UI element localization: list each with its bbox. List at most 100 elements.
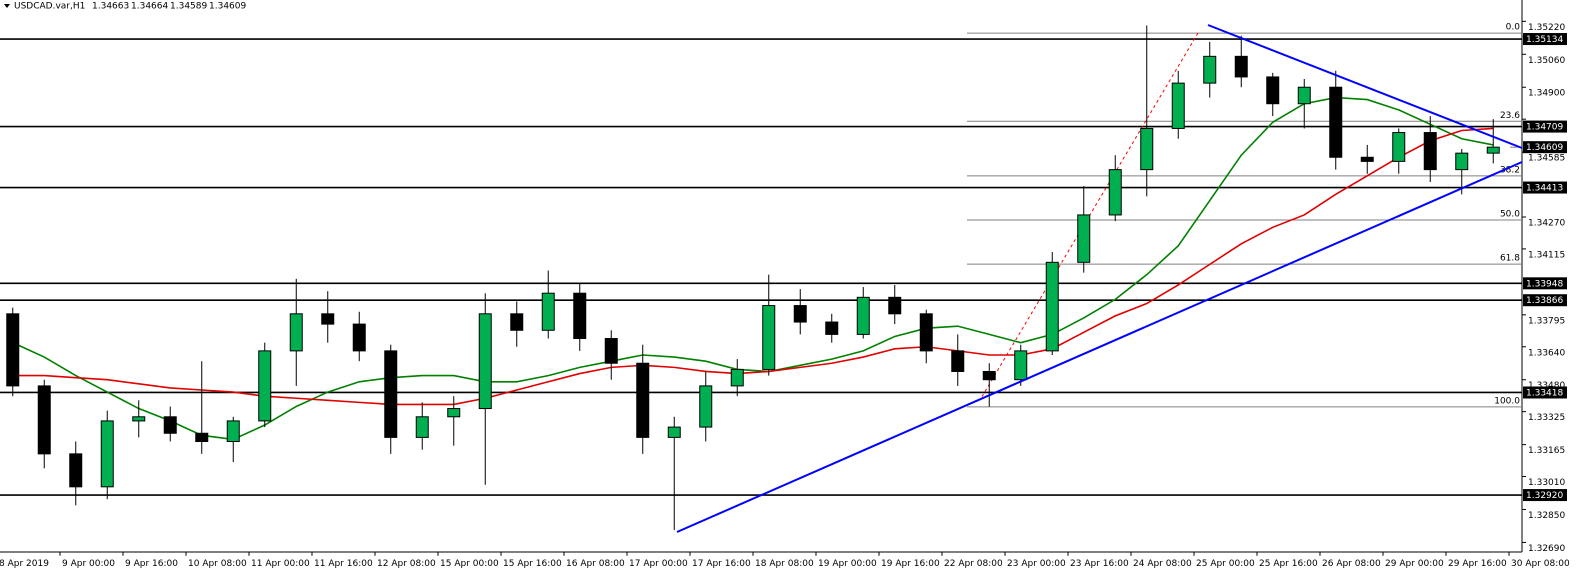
price-box (1523, 120, 1567, 133)
candle-body (37, 385, 51, 455)
x-tick-label: 22 Apr 08:00 (944, 559, 1003, 569)
x-tick-label: 9 Apr 00:00 (62, 559, 115, 569)
candle-body (1203, 55, 1217, 84)
y-tick-label: 1.34585 (1528, 154, 1565, 164)
candle-body (195, 432, 209, 443)
candle-body (69, 453, 83, 488)
candle-body (919, 313, 933, 352)
candle-body (1077, 214, 1091, 263)
price-box (1523, 141, 1567, 154)
candle-body (1234, 55, 1248, 78)
candle-body (636, 362, 650, 438)
price-box-label: 1.34609 (1526, 143, 1563, 153)
candle-body (1392, 132, 1406, 162)
candle-body (541, 292, 555, 331)
x-tick-label: 15 Apr 16:00 (503, 559, 562, 569)
fib-label: 38.2 (1500, 165, 1520, 175)
price-box-label: 1.32920 (1526, 491, 1563, 501)
candle-body (762, 305, 776, 370)
price-box (1523, 181, 1567, 194)
fib-label: 23.6 (1500, 111, 1520, 121)
candle-body (825, 321, 839, 335)
trendline (676, 161, 1523, 533)
candle-body (1171, 82, 1185, 129)
x-tick-label: 23 Apr 16:00 (1070, 559, 1129, 569)
price-box (1523, 294, 1567, 307)
candle-body (1140, 127, 1154, 171)
price-box-label: 1.34709 (1526, 123, 1563, 133)
candle-body (1297, 86, 1311, 105)
candle-body (1423, 132, 1437, 171)
y-tick-label: 1.35060 (1528, 56, 1565, 66)
candle-body (1360, 156, 1374, 162)
x-tick-label: 19 Apr 16:00 (881, 559, 940, 569)
price-box (1523, 33, 1567, 46)
candle-body (982, 370, 996, 381)
candle-body (1108, 169, 1122, 216)
price-box-label: 1.33418 (1526, 388, 1563, 398)
x-tick-label: 23 Apr 00:00 (1007, 559, 1066, 569)
candle-body (352, 323, 366, 352)
candle-body (667, 426, 681, 438)
x-tick-label: 25 Apr 16:00 (1259, 559, 1318, 569)
header-value: 1.34609 (209, 2, 246, 12)
y-tick-label: 1.32690 (1528, 544, 1565, 554)
y-tick-label: 1.33795 (1528, 316, 1565, 326)
x-tick-label: 26 Apr 08:00 (1322, 559, 1381, 569)
candle-body (384, 350, 398, 438)
candle-body (447, 408, 461, 418)
candle-body (478, 313, 492, 410)
fibonacci: 0.0 23.6 38.2 50.0 61.8 100.0 (967, 23, 1522, 408)
y-tick-label: 1.33325 (1528, 413, 1565, 423)
moving-average (12, 96, 1494, 441)
price-box-label: 1.34413 (1526, 184, 1563, 194)
candle-body (258, 350, 272, 422)
x-tick-label: 8 Apr 2019 (0, 559, 49, 569)
y-tick-label: 1.33010 (1528, 478, 1565, 488)
candle-body (510, 313, 524, 331)
price-box (1523, 386, 1567, 399)
candle-body (6, 313, 20, 387)
x-tick-label: 11 Apr 00:00 (251, 559, 310, 569)
candle-body (100, 420, 114, 488)
candle-body (321, 313, 335, 325)
x-tick-label: 25 Apr 00:00 (1196, 559, 1255, 569)
trendline (1207, 24, 1523, 149)
header-value: 1.34663 (92, 2, 129, 12)
y-tick-label: 1.35220 (1528, 23, 1565, 33)
header-value: 1.34589 (170, 2, 207, 12)
fib-label: 100.0 (1494, 396, 1520, 406)
candle-body (730, 368, 744, 387)
candle-body (1455, 152, 1469, 171)
candle-body (573, 292, 587, 340)
x-tick-label: 9 Apr 16:00 (125, 559, 178, 569)
price-box (1523, 489, 1567, 502)
fib-label: 50.0 (1500, 209, 1520, 219)
y-tick-label: 1.33640 (1528, 348, 1565, 358)
header-arrow (4, 4, 10, 8)
x-tick-label: 15 Apr 00:00 (440, 559, 499, 569)
candle-body (1266, 76, 1280, 105)
fib-anchor (979, 32, 1199, 401)
y-tick-label: 1.34115 (1528, 250, 1565, 260)
x-tick-label: 24 Apr 08:00 (1133, 559, 1192, 569)
candle-body (793, 305, 807, 323)
chart-title: USDCAD.var,H1 (14, 2, 85, 12)
y-tick-label: 1.34270 (1528, 218, 1565, 228)
candle-body (226, 420, 240, 443)
y-tick-label: 1.32850 (1528, 511, 1565, 521)
x-tick-label: 17 Apr 16:00 (692, 559, 751, 569)
x-tick-label: 30 Apr 08:00 (1511, 559, 1570, 569)
y-tick-label: 1.34900 (1528, 89, 1565, 99)
candle-body (888, 296, 902, 315)
x-tick-label: 17 Apr 00:00 (629, 559, 688, 569)
candle-body (1329, 86, 1343, 158)
price-box (1523, 277, 1567, 290)
x-tick-label: 19 Apr 00:00 (818, 559, 877, 569)
price-box-label: 1.33866 (1526, 296, 1563, 306)
y-tick-label: 1.33165 (1528, 446, 1565, 456)
x-tick-label: 11 Apr 16:00 (314, 559, 373, 569)
